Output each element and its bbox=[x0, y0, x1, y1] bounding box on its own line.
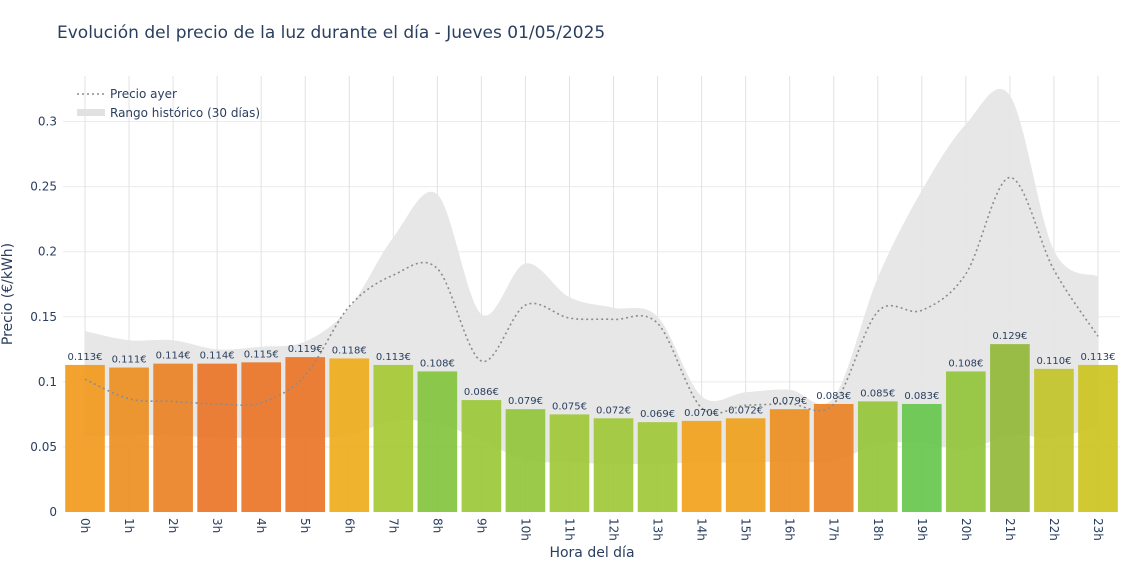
bar-value-label: 0.113€ bbox=[1080, 352, 1115, 363]
bar-value-label: 0.113€ bbox=[68, 352, 103, 363]
x-tick-label: 2h bbox=[166, 518, 180, 533]
x-tick-label: 12h bbox=[607, 518, 621, 541]
x-tick-label: 20h bbox=[959, 518, 973, 541]
x-tick-label: 6h bbox=[342, 518, 356, 533]
price-bar[interactable] bbox=[946, 371, 986, 512]
bar-value-label: 0.069€ bbox=[640, 409, 675, 420]
x-tick-label: 23h bbox=[1091, 518, 1105, 541]
bar-value-label: 0.110€ bbox=[1036, 356, 1071, 367]
price-bar[interactable] bbox=[725, 418, 766, 512]
bar-value-label: 0.111€ bbox=[112, 355, 147, 366]
yesterday-line-layer bbox=[84, 176, 1099, 415]
x-tick-label: 3h bbox=[210, 518, 224, 533]
y-tick-label: 0 bbox=[49, 505, 57, 519]
bar-value-label: 0.085€ bbox=[860, 388, 895, 399]
bar-value-label: 0.086€ bbox=[464, 387, 499, 398]
x-tick-label: 13h bbox=[651, 518, 665, 541]
price-bar[interactable] bbox=[549, 414, 590, 512]
bar-value-label: 0.118€ bbox=[332, 345, 367, 356]
x-tick-label: 11h bbox=[562, 518, 576, 541]
price-bar[interactable] bbox=[1034, 368, 1074, 512]
price-bar[interactable] bbox=[593, 418, 634, 512]
x-tick-label: 9h bbox=[474, 518, 488, 533]
legend-band-swatch bbox=[77, 109, 105, 116]
legend[interactable]: Precio ayer Rango histórico (30 días) bbox=[77, 87, 260, 120]
price-bar[interactable] bbox=[109, 367, 149, 512]
bar-value-label: 0.075€ bbox=[552, 401, 587, 412]
price-bar[interactable] bbox=[857, 401, 898, 512]
bar-value-label: 0.129€ bbox=[992, 331, 1027, 342]
bar-value-label: 0.070€ bbox=[684, 408, 719, 419]
bar-value-label: 0.119€ bbox=[288, 344, 323, 355]
price-bar[interactable] bbox=[329, 358, 370, 512]
x-tick-label: 14h bbox=[695, 518, 709, 541]
price-bar[interactable] bbox=[461, 400, 502, 512]
x-tick-label: 4h bbox=[254, 518, 268, 533]
price-bar[interactable] bbox=[153, 363, 193, 512]
price-bar[interactable] bbox=[65, 364, 105, 512]
x-tick-label: 17h bbox=[827, 518, 841, 541]
price-bar[interactable] bbox=[681, 420, 722, 512]
price-bar[interactable] bbox=[241, 362, 282, 512]
x-tick-label: 0h bbox=[78, 518, 92, 533]
y-tick-label: 0.1 bbox=[38, 375, 57, 389]
yesterday-price-line bbox=[84, 176, 1099, 415]
price-bar[interactable] bbox=[813, 403, 854, 512]
bar-value-label: 0.108€ bbox=[948, 358, 983, 369]
x-tick-label: 8h bbox=[430, 518, 444, 533]
y-tick-label: 0.2 bbox=[38, 245, 57, 259]
price-bar[interactable] bbox=[417, 371, 458, 512]
price-bar[interactable] bbox=[637, 422, 678, 512]
x-tick-label: 21h bbox=[1003, 518, 1017, 541]
bar-value-label: 0.113€ bbox=[376, 352, 411, 363]
price-bar[interactable] bbox=[197, 363, 237, 512]
bar-layer bbox=[65, 344, 1118, 512]
y-axis-title: Precio (€/kWh) bbox=[0, 243, 16, 345]
y-tick-label: 0.05 bbox=[30, 440, 57, 454]
y-tick-label: 0.15 bbox=[30, 310, 57, 324]
bar-value-label: 0.114€ bbox=[200, 351, 235, 362]
x-tick-label: 7h bbox=[386, 518, 400, 533]
x-tick-label: 10h bbox=[518, 518, 532, 541]
bar-value-label: 0.072€ bbox=[728, 405, 763, 416]
chart-title: Evolución del precio de la luz durante e… bbox=[57, 23, 605, 43]
bar-value-label: 0.115€ bbox=[244, 349, 279, 360]
bar-label-layer: 0.113€ 0.111€ 0.114€ 0.114€ 0.115€ 0.119€ 0.11… bbox=[68, 331, 1116, 420]
legend-item-yesterday[interactable]: Precio ayer bbox=[110, 87, 177, 101]
price-bar[interactable] bbox=[505, 409, 546, 512]
y-tick-label: 0.25 bbox=[30, 180, 57, 194]
legend-item-historical-range[interactable]: Rango histórico (30 días) bbox=[110, 106, 260, 120]
price-bar[interactable] bbox=[769, 409, 810, 512]
bar-value-label: 0.114€ bbox=[156, 351, 191, 362]
bar-value-label: 0.083€ bbox=[816, 391, 851, 402]
price-bar[interactable] bbox=[901, 403, 942, 512]
bar-value-label: 0.108€ bbox=[420, 358, 455, 369]
x-tick-label: 16h bbox=[783, 518, 797, 541]
x-tick-label: 15h bbox=[739, 518, 753, 541]
bar-value-label: 0.083€ bbox=[904, 391, 939, 402]
bar-value-label: 0.072€ bbox=[596, 405, 631, 416]
x-tick-label: 18h bbox=[871, 518, 885, 541]
x-tick-label: 22h bbox=[1047, 518, 1061, 541]
y-tick-label: 0.3 bbox=[38, 115, 57, 129]
bar-value-label: 0.079€ bbox=[508, 396, 543, 407]
x-axis-title: Hora del día bbox=[549, 545, 634, 561]
price-bar[interactable] bbox=[373, 364, 414, 512]
axis-layer: 0 0.05 0.1 0.15 0.2 0.25 0.3 0h 1h 2h 3h 4h 5h 6h 7h 8h… bbox=[30, 115, 1105, 541]
price-bar[interactable] bbox=[285, 357, 326, 512]
price-bar[interactable] bbox=[1078, 364, 1118, 512]
x-tick-label: 5h bbox=[298, 518, 312, 533]
x-tick-label: 1h bbox=[122, 518, 136, 533]
x-tick-label: 19h bbox=[915, 518, 929, 541]
price-bar[interactable] bbox=[990, 344, 1030, 512]
bar-value-label: 0.079€ bbox=[772, 396, 807, 407]
